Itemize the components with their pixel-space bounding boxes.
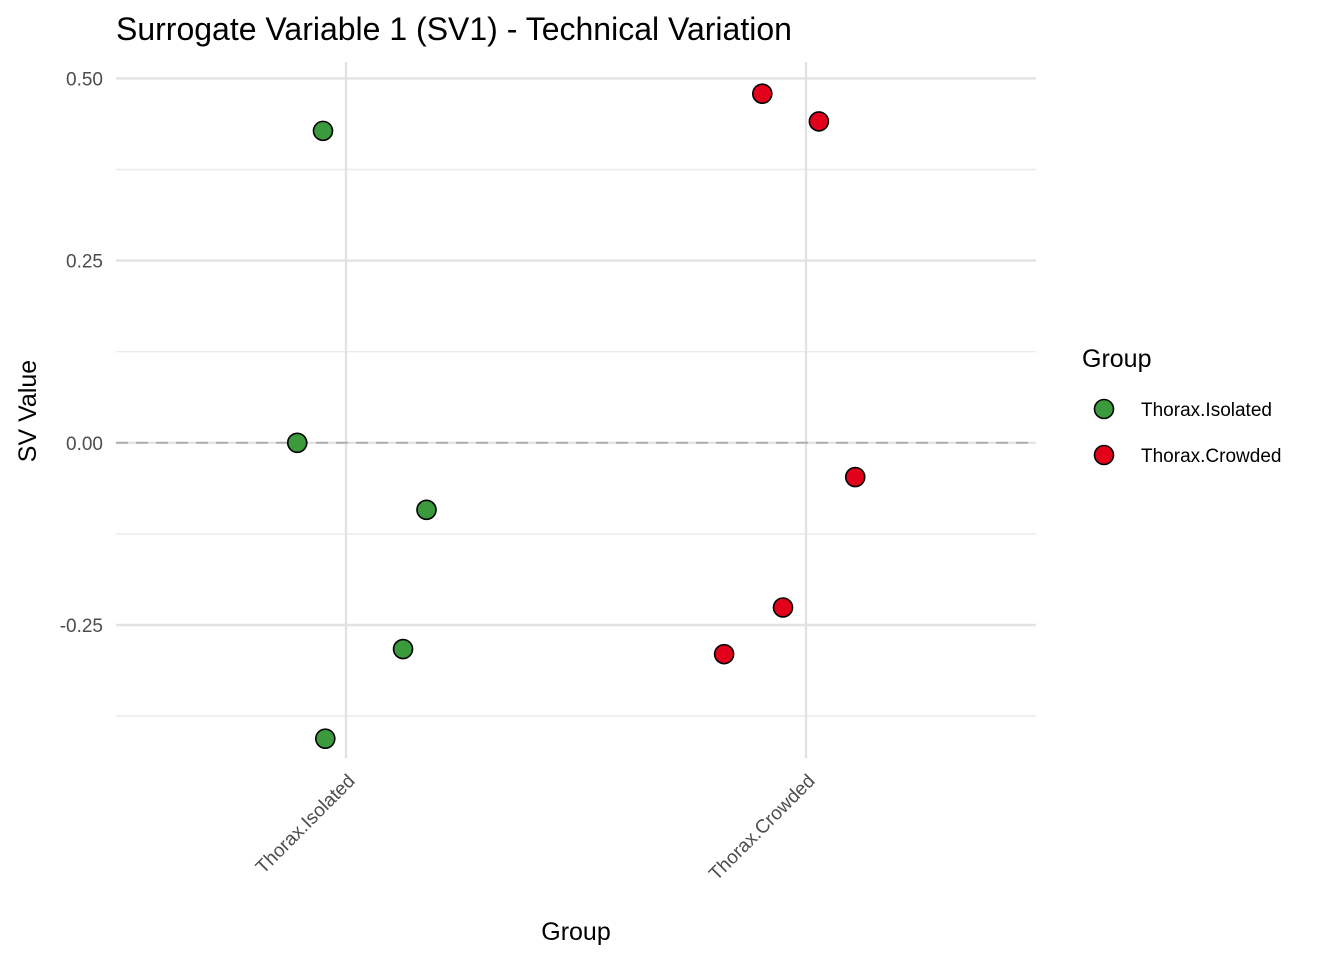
data-point — [392, 638, 414, 660]
data-point — [286, 432, 308, 454]
data-point — [772, 597, 794, 618]
data-point — [844, 466, 866, 488]
data-point — [314, 728, 336, 749]
x-tick-label: Thorax.Isolated — [252, 771, 359, 878]
y-tick-label: -0.25 — [60, 616, 103, 637]
legend-label: Thorax.Crowded — [1141, 446, 1281, 467]
y-tick-label: 0.50 — [66, 69, 103, 90]
data-point — [312, 120, 334, 142]
chart-title: Surrogate Variable 1 (SV1) - Technical V… — [116, 11, 792, 47]
y-axis-ticks: 0.50 0.25 0.00 -0.25 — [60, 69, 103, 637]
y-tick-label: 0.25 — [66, 252, 103, 273]
data-point — [713, 643, 735, 665]
x-tick-label: Thorax.Crowded — [705, 771, 819, 885]
grid-lines — [116, 62, 1036, 758]
legend-title: Group — [1082, 345, 1151, 373]
legend-key — [1093, 444, 1115, 466]
legend-key — [1093, 398, 1115, 420]
data-point — [416, 499, 437, 521]
data-points — [286, 83, 866, 749]
x-axis-title: Group — [541, 918, 610, 946]
x-axis-ticks: Thorax.Isolated Thorax.Crowded — [252, 771, 819, 885]
data-point — [751, 83, 773, 105]
legend: Group Thorax.Isolated Thorax.Crowded — [1082, 345, 1281, 467]
y-axis-title: SV Value — [14, 360, 42, 462]
y-tick-label: 0.00 — [66, 434, 103, 455]
legend-label: Thorax.Isolated — [1141, 400, 1272, 421]
data-point — [808, 111, 830, 132]
